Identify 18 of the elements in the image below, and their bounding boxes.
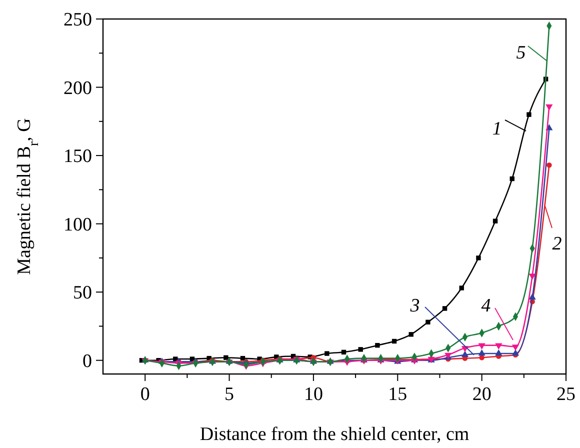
x-tick-label: 5 — [224, 384, 234, 405]
x-tick-label: 15 — [388, 384, 408, 405]
x-tick-label: 20 — [472, 384, 492, 405]
x-axis-title: Distance from the shield center, cm — [200, 424, 470, 445]
x-tick-label: 10 — [304, 384, 323, 405]
y-tick-label: 100 — [64, 214, 92, 236]
y-tick-label: 0 — [82, 350, 92, 372]
legend-label: 5 — [516, 42, 526, 64]
text: 3 — [409, 296, 420, 317]
legend-label: 1 — [492, 118, 502, 140]
series-label: 2 — [552, 234, 562, 255]
series-label: 4 — [481, 296, 492, 317]
y-tick-label: 150 — [64, 146, 92, 168]
y-tick-label: 250 — [64, 10, 92, 31]
y-tick-label: 50 — [73, 282, 92, 304]
y-tick-label: 200 — [64, 78, 92, 99]
x-tick-label: 25 — [556, 384, 576, 405]
x-tick-label: 0 — [140, 384, 150, 405]
